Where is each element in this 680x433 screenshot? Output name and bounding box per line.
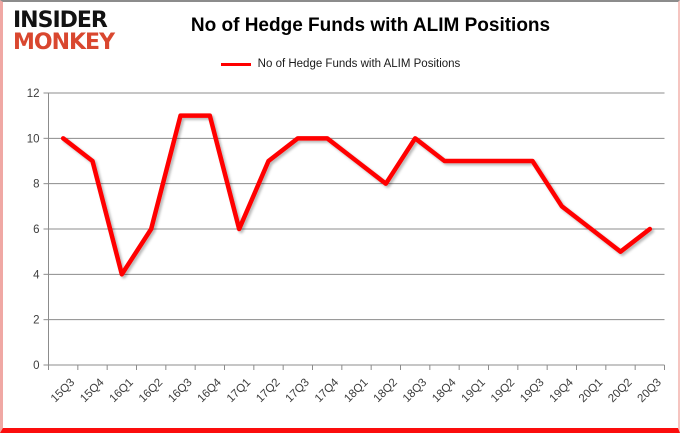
x-axis-tick-label: 17Q2: [254, 377, 282, 405]
x-axis-tick-label: 17Q1: [225, 377, 253, 405]
y-axis-tick-label: 0: [33, 360, 39, 372]
y-axis-tick-label: 10: [27, 133, 40, 145]
logo-insider-text: INSIDER: [13, 8, 108, 33]
series-line: [60, 113, 653, 277]
chart-legend: No of Hedge Funds with ALIM Positions: [3, 58, 678, 70]
y-axis-tick-label: 8: [33, 179, 39, 191]
x-axis-tick-label: 16Q3: [166, 377, 194, 405]
x-axis-tick-label: 16Q1: [108, 377, 136, 405]
x-axis-tick-label: 19Q3: [518, 377, 546, 405]
x-axis-tick-label: 20Q1: [577, 377, 605, 405]
x-axis-tick-label: 15Q3: [49, 377, 77, 405]
insider-monkey-logo: INSIDER MONKEY: [13, 8, 115, 55]
x-axis-tick-label: 18Q1: [342, 377, 370, 405]
x-axis-tick-label: 20Q2: [606, 377, 634, 405]
y-axis-tick-label: 4: [33, 269, 40, 281]
x-axis-tick-label: 16Q2: [137, 377, 165, 405]
x-axis-tick-label: 18Q4: [430, 376, 459, 405]
x-axis-tick-label: 16Q4: [196, 376, 225, 405]
legend-line-swatch: [220, 62, 251, 66]
x-axis-tick-label: 18Q2: [372, 377, 400, 405]
x-axis-tick-label: 18Q3: [401, 377, 429, 405]
x-axis-tick-label: 20Q3: [636, 377, 664, 405]
x-axis-tick-label: 15Q4: [78, 376, 107, 405]
x-axis-tick-label: 19Q2: [489, 377, 517, 405]
x-axis-tick-label: 17Q3: [284, 377, 312, 405]
chart-title: No of Hedge Funds with ALIM Positions: [190, 15, 551, 36]
legend-label: No of Hedge Funds with ALIM Positions: [257, 58, 461, 70]
x-axis-tick-label: 17Q4: [313, 376, 342, 405]
y-axis-tick-label: 12: [27, 88, 40, 100]
logo-monkey-text: MONKEY: [13, 30, 115, 55]
y-axis-tick-label: 6: [33, 224, 39, 236]
y-axis-tick-label: 2: [33, 315, 39, 327]
x-axis-tick-label: 19Q4: [548, 376, 577, 405]
x-axis-tick-label: 19Q1: [460, 377, 488, 405]
